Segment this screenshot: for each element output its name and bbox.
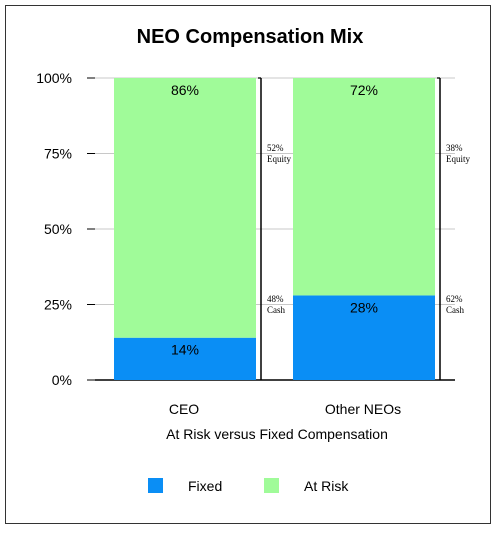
legend-swatch — [264, 478, 279, 493]
data-label: 86% — [171, 82, 199, 98]
y-tick-label: 0% — [52, 372, 72, 388]
cash-percent: 62% — [446, 294, 463, 304]
y-tick-label: 25% — [44, 297, 72, 313]
data-label: 72% — [350, 82, 378, 98]
x-axis-label: At Risk versus Fixed Compensation — [166, 426, 388, 442]
equity-label: Equity — [267, 154, 291, 164]
data-label: 14% — [171, 342, 199, 358]
equity-percent: 38% — [446, 143, 463, 153]
cash-label: Cash — [446, 305, 465, 315]
equity-percent: 52% — [267, 143, 284, 153]
cash-label: Cash — [267, 305, 286, 315]
x-category-label: Other NEOs — [325, 401, 401, 417]
y-tick-label: 50% — [44, 221, 72, 237]
x-category-label: CEO — [169, 401, 199, 417]
x-axis-categories: CEO Other NEOs — [169, 401, 401, 417]
y-tick-label: 100% — [36, 70, 72, 86]
legend-label: Fixed — [188, 478, 222, 494]
bar-segment-fixed — [293, 295, 435, 380]
chart-title: NEO Compensation Mix — [137, 26, 364, 48]
bar-segment-at-risk — [114, 78, 256, 338]
legend: Fixed At Risk — [148, 478, 349, 494]
bar-segment-fixed — [114, 337, 256, 380]
legend-swatch — [148, 478, 163, 493]
y-tick-label: 75% — [44, 146, 72, 162]
data-label: 28% — [350, 299, 378, 315]
bars: 14% 86% 28% 72% — [114, 78, 435, 380]
legend-label: At Risk — [304, 478, 349, 494]
equity-label: Equity — [446, 154, 470, 164]
cash-percent: 48% — [267, 294, 284, 304]
bar-segment-at-risk — [293, 78, 435, 296]
